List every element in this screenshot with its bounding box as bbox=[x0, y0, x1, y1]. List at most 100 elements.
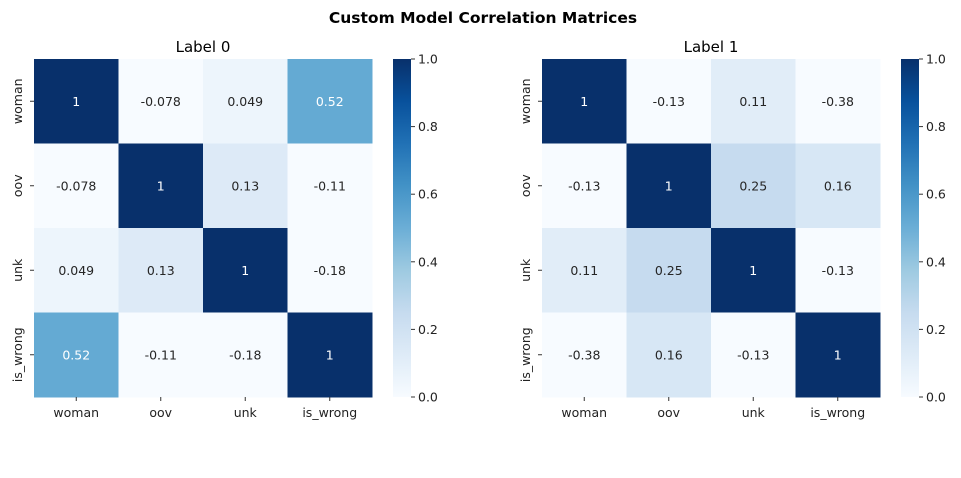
y-tick-label: is_wrong bbox=[10, 327, 25, 382]
x-tick-label: woman bbox=[561, 405, 607, 420]
x-tick-label: woman bbox=[53, 405, 99, 420]
heatmap-cell bbox=[542, 59, 627, 144]
cell-annotation: 0.13 bbox=[231, 178, 259, 193]
colorbar bbox=[393, 59, 411, 397]
heatmap-cell bbox=[626, 143, 712, 229]
heatmap-cell bbox=[34, 143, 119, 229]
heatmap-cell bbox=[542, 312, 627, 398]
cell-annotation: 0.049 bbox=[58, 263, 94, 278]
cell-annotation: 0.52 bbox=[62, 347, 90, 362]
heatmap-cell bbox=[287, 312, 373, 398]
x-tick-label: unk bbox=[234, 405, 258, 420]
colorbar bbox=[901, 59, 919, 397]
cell-annotation: 1 bbox=[749, 263, 757, 278]
heatmap-cell bbox=[287, 228, 373, 313]
cell-annotation: -0.11 bbox=[145, 347, 177, 362]
cell-annotation: -0.38 bbox=[822, 94, 854, 109]
heatmap-cell bbox=[711, 228, 796, 313]
cell-annotation: 1 bbox=[157, 178, 165, 193]
heatmap-cell bbox=[795, 228, 881, 313]
y-tick-label: oov bbox=[518, 174, 533, 197]
colorbar-tick-label: 0.0 bbox=[926, 390, 946, 405]
colorbar-tick-label: 0.8 bbox=[926, 119, 946, 134]
x-tick-label: oov bbox=[149, 405, 172, 420]
colorbar-tick-label: 0.2 bbox=[926, 322, 946, 337]
heatmap-cell bbox=[118, 59, 204, 144]
heatmap-cell bbox=[795, 143, 881, 229]
heatmap-cell bbox=[542, 228, 627, 313]
x-tick-label: is_wrong bbox=[302, 405, 357, 420]
cell-annotation: 0.13 bbox=[147, 263, 175, 278]
cell-annotation: -0.38 bbox=[568, 347, 600, 362]
colorbar-tick-label: 0.2 bbox=[418, 322, 438, 337]
heatmap-cell bbox=[203, 59, 288, 144]
heatmap-cell bbox=[795, 59, 881, 144]
x-tick-label: is_wrong bbox=[810, 405, 865, 420]
heatmap-cell bbox=[795, 312, 881, 398]
figure-title: Custom Model Correlation Matrices bbox=[329, 9, 637, 27]
heatmap-cell bbox=[626, 228, 712, 313]
y-tick-label: woman bbox=[518, 78, 533, 124]
heatmap-cell bbox=[34, 59, 119, 144]
cell-annotation: 1 bbox=[326, 347, 334, 362]
heatmap-cell bbox=[711, 59, 796, 144]
heatmap-cell bbox=[542, 143, 627, 229]
cell-annotation: -0.11 bbox=[314, 178, 346, 193]
y-tick-label: oov bbox=[10, 174, 25, 197]
cell-annotation: 0.52 bbox=[316, 94, 344, 109]
heatmap-title: Label 1 bbox=[684, 38, 739, 56]
cell-annotation: -0.18 bbox=[229, 347, 261, 362]
heatmap-cell bbox=[118, 312, 204, 398]
heatmap-cell bbox=[626, 312, 712, 398]
cell-annotation: 0.11 bbox=[570, 263, 598, 278]
heatmap-cell bbox=[711, 143, 796, 229]
heatmap-cell bbox=[34, 228, 119, 313]
colorbar-tick-label: 0.4 bbox=[418, 254, 438, 269]
colorbar-tick-label: 0.8 bbox=[418, 119, 438, 134]
y-tick-label: unk bbox=[10, 258, 25, 282]
heatmap-cell bbox=[203, 143, 288, 229]
cell-annotation: 0.16 bbox=[655, 347, 683, 362]
x-tick-label: unk bbox=[742, 405, 766, 420]
heatmap-cell bbox=[34, 312, 119, 398]
heatmap-cell bbox=[287, 59, 373, 144]
heatmap-cell bbox=[203, 312, 288, 398]
colorbar-tick-label: 1.0 bbox=[926, 52, 946, 67]
colorbar-tick-label: 0.6 bbox=[418, 187, 438, 202]
cell-annotation: 0.16 bbox=[824, 178, 852, 193]
cell-annotation: 0.11 bbox=[739, 94, 767, 109]
cell-annotation: -0.078 bbox=[141, 94, 181, 109]
cell-annotation: 1 bbox=[241, 263, 249, 278]
y-tick-label: is_wrong bbox=[518, 327, 533, 382]
heatmap-panel-1: Label 1 1 -0.13 0.11 -0.38 -0.13 1 0.25 0.16 0.11… bbox=[518, 38, 946, 420]
colorbar-tick-label: 0.0 bbox=[418, 390, 438, 405]
heatmap-panel-0: Label 0 1 -0.078 0.049 0.52 -0.078 1 0.13 -0.11 0… bbox=[10, 38, 438, 420]
x-tick-label: oov bbox=[657, 405, 680, 420]
heatmap-cell bbox=[287, 143, 373, 229]
cell-annotation: -0.13 bbox=[822, 263, 854, 278]
cell-annotation: 1 bbox=[834, 347, 842, 362]
heatmap-title: Label 0 bbox=[176, 38, 231, 56]
cell-annotation: 1 bbox=[580, 94, 588, 109]
cell-annotation: 0.25 bbox=[655, 263, 683, 278]
heatmap-cell bbox=[711, 312, 796, 398]
heatmap-cell bbox=[118, 228, 204, 313]
y-tick-label: woman bbox=[10, 78, 25, 124]
y-tick-label: unk bbox=[518, 258, 533, 282]
heatmap-cell bbox=[626, 59, 712, 144]
colorbar-tick-label: 1.0 bbox=[418, 52, 438, 67]
cell-annotation: -0.13 bbox=[568, 178, 600, 193]
cell-annotation: 0.049 bbox=[227, 94, 263, 109]
cell-annotation: -0.13 bbox=[737, 347, 769, 362]
cell-annotation: -0.18 bbox=[314, 263, 346, 278]
heatmap-cell bbox=[118, 143, 204, 229]
cell-annotation: -0.078 bbox=[56, 178, 96, 193]
cell-annotation: 1 bbox=[665, 178, 673, 193]
cell-annotation: 0.25 bbox=[739, 178, 767, 193]
heatmap-cell bbox=[203, 228, 288, 313]
cell-annotation: 1 bbox=[72, 94, 80, 109]
cell-annotation: -0.13 bbox=[653, 94, 685, 109]
colorbar-tick-label: 0.6 bbox=[926, 187, 946, 202]
colorbar-tick-label: 0.4 bbox=[926, 254, 946, 269]
